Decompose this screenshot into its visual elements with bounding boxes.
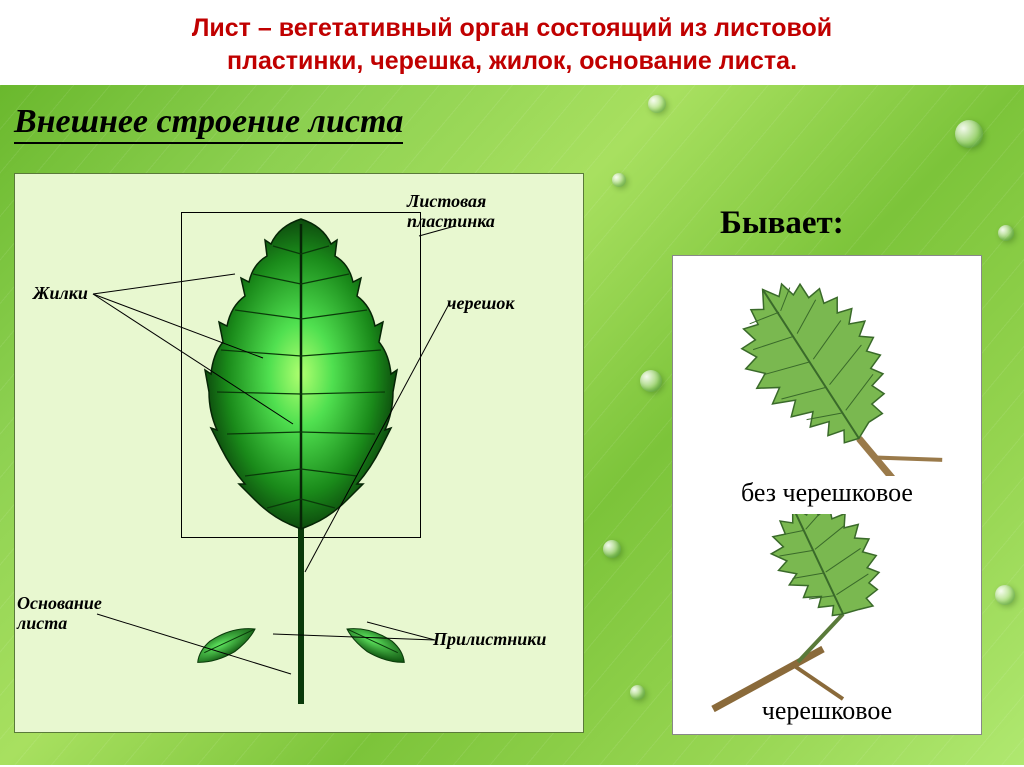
section-title: Внешнее строение листа — [14, 103, 403, 144]
stipule-right — [342, 621, 411, 668]
droplet-icon — [995, 585, 1015, 605]
annotation-stipules: Прилистники — [433, 630, 546, 650]
sessile-label: без черешковое — [673, 478, 981, 508]
title-line-2: пластинки, черешка, жилок, основание лис… — [227, 47, 797, 75]
droplet-icon — [640, 370, 662, 392]
right-section-title: Бывает: — [720, 205, 844, 242]
main-content: Внешнее строение листа — [0, 85, 1024, 765]
leaf-types-panel: без черешковое — [672, 255, 982, 735]
page-header: Лист – вегетативный орган состоящий из л… — [0, 0, 1024, 85]
petiolate-leaf-svg — [673, 514, 983, 724]
droplet-icon — [630, 685, 645, 700]
section-title-container: Внешнее строение листа — [14, 103, 403, 141]
droplet-icon — [998, 225, 1014, 241]
petiolate-label: черешковое — [673, 696, 981, 726]
droplet-icon — [955, 120, 983, 148]
droplet-icon — [648, 95, 666, 113]
title-line-1: Лист – вегетативный орган состоящий из л… — [192, 14, 832, 42]
annotation-petiole: черешок — [447, 294, 515, 314]
sessile-leaf-svg — [673, 256, 983, 476]
leaf-diagram-panel: Жилки Листовая пластинка черешок Основан… — [14, 173, 584, 733]
droplet-icon — [612, 173, 626, 187]
main-leaf — [205, 219, 397, 529]
annotation-veins: Жилки — [33, 284, 88, 304]
annotation-base: Основание листа — [17, 594, 102, 634]
leaf-diagram-svg — [15, 174, 585, 734]
droplet-icon — [603, 540, 621, 558]
annotation-blade: Листовая пластинка — [407, 192, 495, 232]
page-title: Лист – вегетативный орган состоящий из л… — [40, 12, 984, 77]
